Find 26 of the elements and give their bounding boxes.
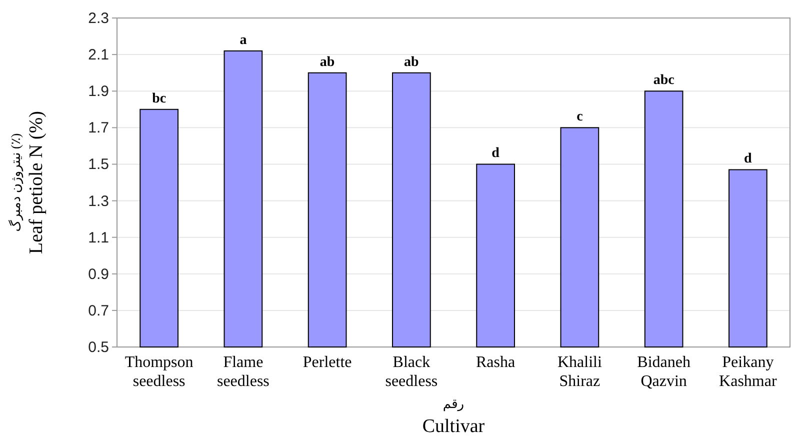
x-tick-label: Black seedless (385, 354, 438, 390)
y-tick-label: 1.3 (88, 192, 109, 210)
y-tick-label: 0.7 (88, 302, 109, 320)
y-tick-label: 1.7 (88, 120, 109, 137)
y-tick-label: 1.1 (88, 229, 109, 246)
x-tick-label: Khalili Shiraz (557, 354, 602, 390)
data-label: ab (320, 54, 335, 70)
y-tick-label: 2.1 (88, 46, 109, 64)
x-tick-label: Bidaneh Qazvin (637, 354, 690, 390)
y-tick-label: 1.5 (88, 156, 109, 174)
data-label: ab (404, 54, 420, 70)
x-tick-label: Flame seedless (216, 354, 270, 390)
y-tick-label: 0.9 (88, 266, 109, 283)
data-label: d (492, 146, 500, 162)
x-tick-label: Peikany Kashmar (719, 354, 778, 390)
y-tick-label: 2.3 (88, 10, 109, 27)
data-label: abc (653, 73, 674, 88)
data-label: a (240, 32, 247, 48)
data-label: bc (152, 91, 166, 106)
y-tick-label: 0.5 (88, 339, 109, 356)
x-tick-label: Rasha (476, 354, 516, 371)
x-tick-label: Thompson seedless (124, 354, 194, 390)
data-label: c (576, 110, 583, 125)
x-tick-label: Perlette (302, 354, 352, 371)
data-label: d (744, 152, 752, 167)
y-tick-label: 1.9 (88, 83, 109, 100)
